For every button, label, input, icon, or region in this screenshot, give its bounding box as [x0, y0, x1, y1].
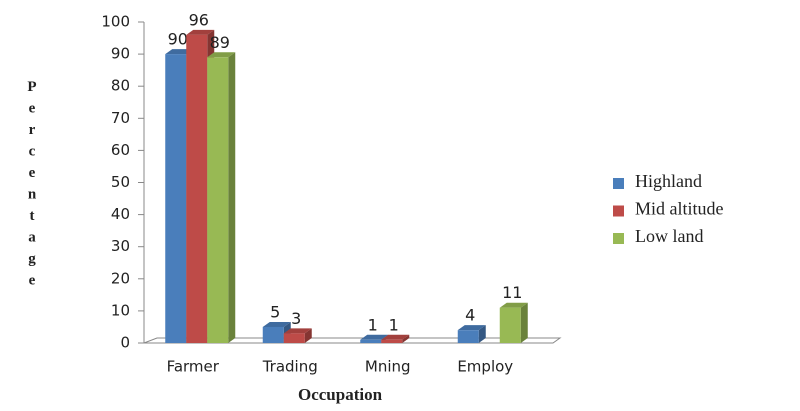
- x-tick-label: Mning: [365, 358, 411, 376]
- bar: [207, 57, 229, 344]
- bar-side: [478, 325, 486, 343]
- bar: [186, 34, 208, 344]
- bar: [262, 326, 284, 343]
- x-axis-title: Occupation: [298, 385, 383, 404]
- data-label: 11: [502, 283, 522, 302]
- bar-top: [207, 52, 236, 58]
- bar-side: [304, 328, 312, 343]
- bar: [499, 307, 521, 343]
- data-label: 1: [389, 315, 399, 334]
- y-tick-label: 90: [111, 45, 130, 63]
- bar-top: [283, 328, 312, 334]
- y-tick-label: 0: [120, 334, 130, 352]
- x-tick-label: Farmer: [167, 358, 220, 376]
- y-tick-label: 40: [111, 205, 130, 223]
- bar-top: [262, 321, 291, 327]
- bar: [360, 339, 382, 343]
- data-label: 1: [368, 315, 378, 334]
- bar-top: [457, 325, 486, 331]
- legend-marker: [613, 233, 624, 244]
- legend-marker: [613, 205, 624, 217]
- data-label: 4: [465, 306, 475, 325]
- bar-top: [381, 334, 410, 340]
- data-label: 5: [270, 302, 280, 321]
- y-tick-label: 100: [101, 13, 130, 31]
- bar-top: [360, 334, 389, 340]
- legend-label: Highland: [635, 171, 702, 191]
- y-tick-label: 80: [111, 77, 130, 95]
- x-tick-label: Trading: [262, 358, 318, 376]
- data-label: 89: [210, 33, 230, 52]
- legend-label: Low land: [635, 226, 703, 246]
- legend-label: Mid altitude: [635, 199, 724, 219]
- y-tick-label: 20: [111, 269, 130, 287]
- legend-marker: [613, 178, 624, 189]
- bar: [457, 330, 479, 343]
- x-tick-label: Employ: [457, 358, 513, 376]
- y-tick-label: 70: [111, 109, 130, 127]
- y-tick-label: 50: [111, 173, 130, 191]
- bar-top: [186, 29, 215, 35]
- x-axis: [143, 337, 562, 344]
- bar-side: [228, 52, 236, 344]
- data-label: 3: [291, 309, 301, 328]
- bar: [165, 54, 187, 343]
- bar: [381, 339, 403, 343]
- bar-side: [520, 302, 528, 343]
- data-label: 96: [189, 10, 209, 29]
- data-label: 90: [168, 30, 188, 49]
- y-tick-label: 10: [111, 301, 130, 319]
- bar-side: [402, 334, 410, 343]
- bar: [283, 333, 305, 343]
- y-tick-label: 60: [111, 141, 130, 159]
- y-tick-label: 30: [111, 237, 130, 255]
- bar-top: [499, 302, 528, 308]
